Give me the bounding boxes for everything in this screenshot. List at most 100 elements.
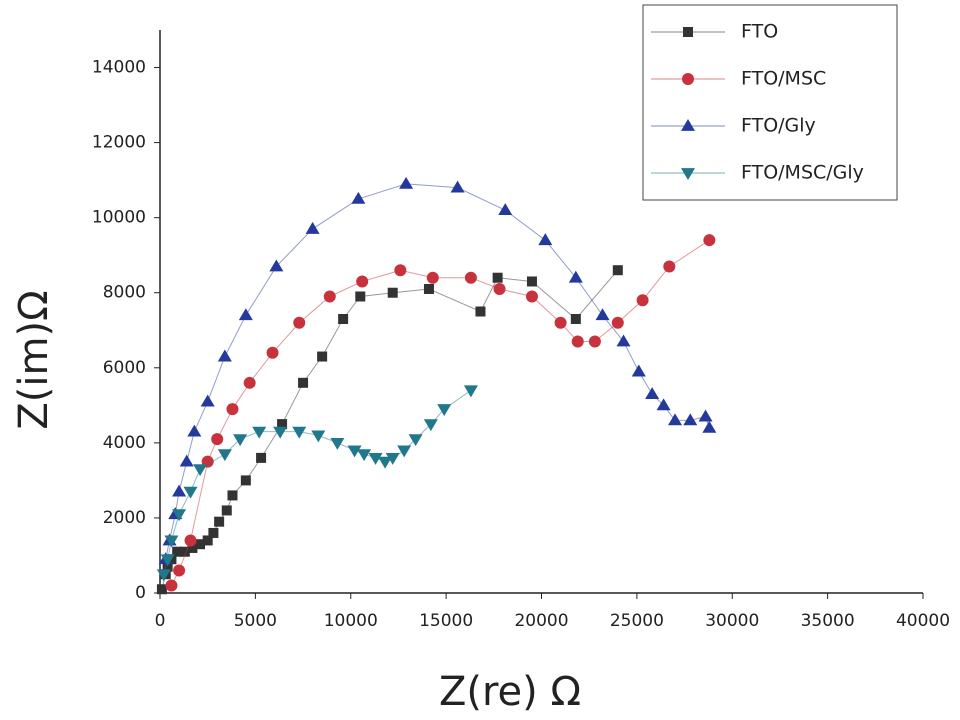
x-tick-label: 30000	[705, 611, 759, 631]
marker	[668, 413, 683, 426]
marker	[187, 542, 198, 553]
marker	[595, 308, 610, 321]
marker	[217, 449, 232, 462]
x-tick-label: 15000	[419, 611, 473, 631]
marker	[450, 180, 465, 193]
marker	[571, 335, 584, 348]
marker	[355, 291, 366, 302]
marker	[408, 434, 423, 447]
marker	[399, 176, 414, 189]
marker	[378, 456, 393, 469]
marker	[214, 516, 225, 527]
x-tick-label: 5000	[234, 611, 277, 631]
marker	[292, 426, 307, 439]
legend-box	[642, 4, 898, 201]
marker	[588, 335, 601, 348]
legend-marker	[683, 27, 693, 37]
marker	[493, 282, 506, 295]
marker	[269, 259, 284, 272]
marker	[208, 527, 219, 538]
marker	[570, 314, 581, 325]
legend-label: FTO	[741, 21, 778, 43]
marker	[173, 564, 186, 577]
marker	[179, 546, 190, 557]
marker	[423, 419, 438, 432]
marker	[195, 539, 206, 550]
marker	[338, 314, 349, 325]
marker	[347, 445, 362, 458]
marker	[184, 534, 197, 547]
marker	[243, 376, 256, 389]
marker	[475, 306, 486, 317]
marker	[683, 413, 698, 426]
marker	[160, 554, 175, 567]
marker	[240, 475, 251, 486]
marker	[187, 424, 202, 437]
y-tick-label: 14000	[92, 58, 146, 78]
x-axis-title: Z(re) Ω	[439, 669, 581, 715]
marker	[217, 349, 232, 362]
y-tick-label: 8000	[103, 283, 146, 303]
marker	[202, 535, 213, 546]
marker	[162, 561, 173, 572]
marker	[498, 203, 513, 216]
marker	[656, 398, 671, 411]
legend-marker	[681, 168, 695, 180]
x-tick-label: 20000	[514, 611, 568, 631]
marker	[526, 276, 537, 287]
y-tick-label: 0	[135, 583, 146, 603]
marker	[568, 270, 583, 283]
series-line	[163, 389, 472, 575]
x-tick-label: 0	[155, 611, 166, 631]
legend-marker	[681, 119, 695, 131]
marker	[351, 191, 366, 204]
marker	[612, 265, 623, 276]
x-tick-label: 25000	[610, 611, 664, 631]
marker	[172, 484, 187, 497]
y-tick-label: 4000	[103, 433, 146, 453]
marker	[554, 316, 567, 329]
marker	[266, 346, 279, 359]
marker	[211, 433, 224, 446]
marker	[616, 334, 631, 347]
marker	[702, 420, 717, 433]
marker	[256, 452, 267, 463]
marker	[221, 505, 232, 516]
marker	[193, 464, 208, 477]
y-axis-title: Z(im)Ω	[11, 290, 57, 429]
marker	[156, 569, 171, 582]
marker	[164, 535, 179, 548]
marker	[426, 271, 439, 284]
marker	[172, 509, 187, 522]
marker	[385, 452, 400, 465]
marker	[437, 404, 452, 417]
marker	[611, 316, 624, 329]
marker	[305, 221, 320, 234]
marker	[330, 437, 345, 450]
legend-marker	[682, 73, 694, 85]
marker	[179, 454, 194, 467]
marker	[397, 445, 412, 458]
marker	[387, 287, 398, 298]
marker	[298, 377, 309, 388]
marker	[698, 409, 713, 422]
marker	[636, 294, 649, 307]
marker	[394, 264, 407, 277]
marker	[703, 234, 716, 247]
marker	[227, 490, 238, 501]
marker	[323, 290, 336, 303]
marker	[273, 426, 288, 439]
marker	[311, 430, 326, 443]
marker	[277, 419, 288, 430]
x-tick-label: 10000	[324, 611, 378, 631]
marker	[172, 546, 183, 557]
y-tick-label: 12000	[92, 133, 146, 153]
marker	[631, 364, 646, 377]
marker	[183, 486, 198, 499]
legend-label: FTO/Gly	[741, 115, 816, 137]
x-tick-label: 40000	[896, 611, 950, 631]
marker	[156, 584, 167, 595]
marker	[233, 434, 248, 447]
marker	[423, 283, 434, 294]
